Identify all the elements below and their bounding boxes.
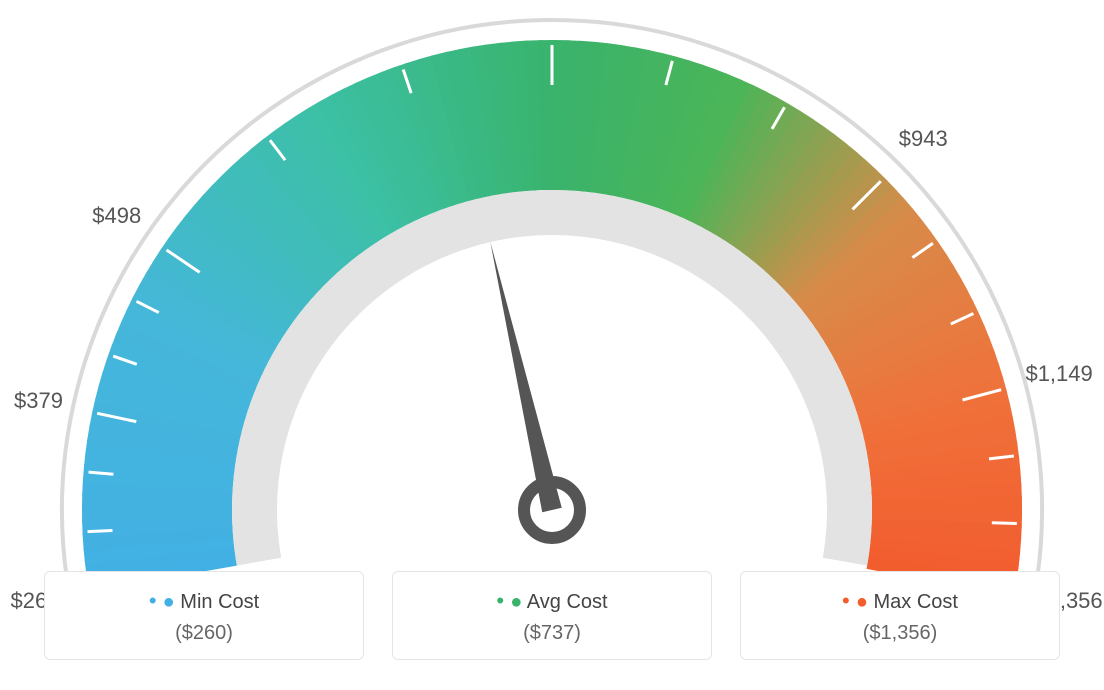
legend-card-max: ● Max Cost ($1,356) [740, 571, 1060, 660]
legend-card-avg: ● Avg Cost ($737) [392, 571, 712, 660]
gauge-tick-label: $943 [899, 126, 948, 152]
gauge-svg [0, 0, 1104, 580]
legend-card-min: ● Min Cost ($260) [44, 571, 364, 660]
legend-value-avg: ($737) [393, 622, 711, 645]
gauge-tick-label: $1,149 [1025, 361, 1092, 387]
legend-title-max: ● Max Cost [741, 588, 1059, 614]
gauge-tick-label: $498 [92, 203, 141, 229]
legend-title-avg: ● Avg Cost [393, 588, 711, 614]
legend-row: ● Min Cost ($260) ● Avg Cost ($737) ● Ma… [0, 571, 1104, 660]
gauge-chart: $260$379$498$737$943$1,149$1,356 [0, 0, 1104, 560]
legend-value-min: ($260) [45, 622, 363, 645]
gauge-tick-label: $379 [14, 388, 63, 414]
legend-title-min: ● Min Cost [45, 588, 363, 614]
legend-value-max: ($1,356) [741, 622, 1059, 645]
